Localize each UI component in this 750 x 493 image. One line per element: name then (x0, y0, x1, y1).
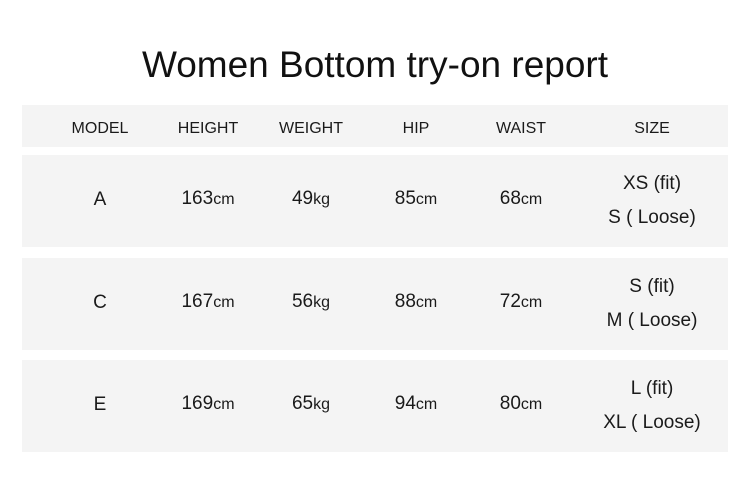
height-cell: 167cm (181, 291, 235, 312)
table-row: C 167cm 56kg 88cm 72cm S (fit) M ( Loose) (22, 258, 728, 350)
header-model: MODEL (71, 120, 129, 137)
size-fit: L (fit) (630, 378, 674, 399)
size-fit: S (fit) (629, 276, 675, 297)
table-row: A 163cm 49kg 85cm 68cm XS (fit) S ( Loose) (22, 155, 728, 247)
weight-cell: 65kg (291, 393, 331, 414)
weight-cell: 49kg (291, 188, 331, 209)
table-header: MODEL HEIGHT WEIGHT HIP WAIST SIZE (22, 105, 728, 147)
table-row: E 169cm 65kg 94cm 80cm L (fit) XL ( Loose) (22, 360, 728, 452)
size-loose: M ( Loose) (606, 310, 698, 331)
header-hip: HIP (402, 120, 430, 137)
size-loose: S ( Loose) (608, 207, 696, 228)
header-waist: WAIST (495, 120, 547, 137)
weight-cell: 56kg (291, 291, 331, 312)
header-weight: WEIGHT (279, 120, 343, 137)
size-cell: S (fit) M ( Loose) (607, 270, 698, 338)
size-cell: XS (fit) S ( Loose) (608, 167, 696, 235)
waist-cell: 80cm (499, 393, 543, 414)
model-cell: A (93, 189, 107, 210)
waist-cell: 72cm (499, 291, 543, 312)
header-size: SIZE (634, 120, 670, 137)
model-cell: C (93, 292, 107, 313)
report-title: Women Bottom try-on report (141, 44, 609, 85)
size-cell: L (fit) XL ( Loose) (603, 372, 701, 440)
size-fit: XS (fit) (622, 173, 682, 194)
model-cell: E (93, 394, 107, 415)
size-loose: XL ( Loose) (603, 412, 701, 433)
hip-cell: 94cm (394, 393, 438, 414)
header-height: HEIGHT (177, 120, 239, 137)
height-cell: 169cm (181, 393, 235, 414)
hip-cell: 88cm (394, 291, 438, 312)
height-cell: 163cm (181, 188, 235, 209)
waist-cell: 68cm (499, 188, 543, 209)
hip-cell: 85cm (394, 188, 438, 209)
